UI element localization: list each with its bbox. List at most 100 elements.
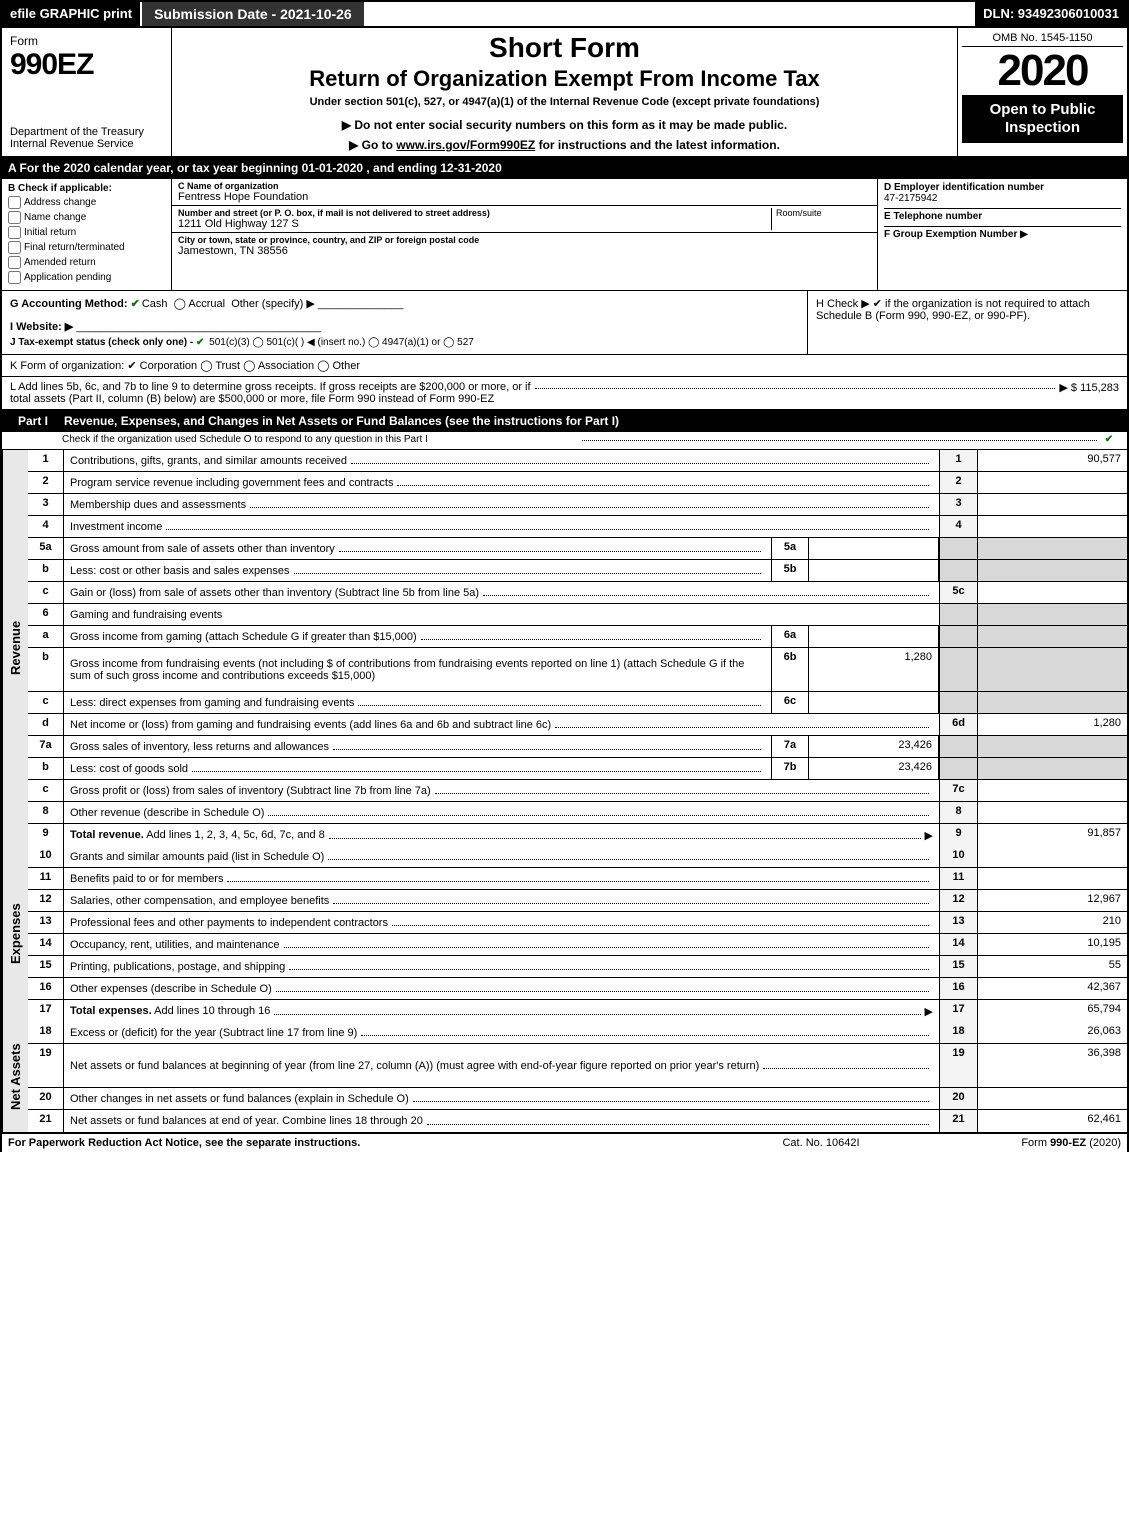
- outer-val-shade: [977, 758, 1127, 779]
- efile-label[interactable]: efile GRAPHIC print: [2, 2, 140, 26]
- line-num-6: 6: [28, 604, 64, 625]
- g-accounting: G Accounting Method: Cash ◯ Accrual Othe…: [2, 291, 807, 354]
- inner-num-7a: 7a: [771, 736, 809, 757]
- inner-val-5a: [809, 538, 939, 559]
- line-num-19: 19: [28, 1044, 64, 1087]
- 501c3-checkbox[interactable]: [196, 337, 206, 348]
- org-name-label: C Name of organization: [178, 181, 871, 191]
- checkbox-initial-return[interactable]: Initial return: [8, 226, 165, 239]
- outer-num-4: 4: [939, 516, 977, 537]
- line-num-16: 16: [28, 978, 64, 999]
- outer-num-16: 16: [939, 978, 977, 999]
- part-1-num: Part I: [10, 414, 56, 428]
- line-num-b: b: [28, 560, 64, 581]
- outer-val-1: 90,577: [977, 450, 1127, 471]
- inner-num-5a: 5a: [771, 538, 809, 559]
- line-desc-11: Benefits paid to or for members: [64, 868, 939, 889]
- line-num-12: 12: [28, 890, 64, 911]
- line-num-15: 15: [28, 956, 64, 977]
- outer-val-8: [977, 802, 1127, 823]
- j-options: 501(c)(3) ◯ 501(c)( ) ◀ (insert no.) ◯ 4…: [209, 337, 474, 348]
- section-label-revenue: Revenue: [2, 450, 28, 846]
- footer-center: Cat. No. 10642I: [721, 1137, 921, 1149]
- line-desc-d: Net income or (loss) from gaming and fun…: [64, 714, 939, 735]
- cash-checkbox[interactable]: [131, 298, 142, 310]
- line-num-1: 1: [28, 450, 64, 471]
- accrual-label: Accrual: [188, 298, 225, 310]
- line-desc-b: Less: cost of goods sold: [64, 758, 771, 779]
- outer-val-4: [977, 516, 1127, 537]
- line-desc-c: Less: direct expenses from gaming and fu…: [64, 692, 771, 713]
- irs-link[interactable]: www.irs.gov/Form990EZ: [396, 138, 535, 152]
- outer-num-shade: [939, 692, 977, 713]
- line-num-13: 13: [28, 912, 64, 933]
- inner-val-7a: 23,426: [809, 736, 939, 757]
- checkbox-final-return-terminated[interactable]: Final return/terminated: [8, 241, 165, 254]
- page-footer: For Paperwork Reduction Act Notice, see …: [0, 1134, 1129, 1152]
- schedule-o-checkbox[interactable]: [1101, 434, 1119, 445]
- ein-value: 47-2175942: [884, 193, 1121, 204]
- checkbox-amended-return[interactable]: Amended return: [8, 256, 165, 269]
- g-label: G Accounting Method:: [10, 298, 128, 310]
- outer-num-2: 2: [939, 472, 977, 493]
- org-name-value: Fentress Hope Foundation: [178, 191, 871, 203]
- inner-val-7b: 23,426: [809, 758, 939, 779]
- line-num-7a: 7a: [28, 736, 64, 757]
- line-num-8: 8: [28, 802, 64, 823]
- line-num-b: b: [28, 758, 64, 779]
- section-label-netassets: Net Assets: [2, 1022, 28, 1132]
- h-schedule-b: H Check ▶ ✔ if the organization is not r…: [807, 291, 1127, 354]
- outer-num-15: 15: [939, 956, 977, 977]
- line-desc-a: Gross income from gaming (attach Schedul…: [64, 626, 771, 647]
- line-num-c: c: [28, 780, 64, 801]
- outer-val-shade: [977, 560, 1127, 581]
- col-b-header: B Check if applicable:: [8, 183, 165, 194]
- outer-val-2: [977, 472, 1127, 493]
- line-num-d: d: [28, 714, 64, 735]
- topbar-spacer: [364, 2, 975, 26]
- outer-num-11: 11: [939, 868, 977, 889]
- line-desc-c: Gain or (loss) from sale of assets other…: [64, 582, 939, 603]
- outer-num-10: 10: [939, 846, 977, 867]
- column-d: D Employer identification number 47-2175…: [877, 179, 1127, 290]
- line-desc-2: Program service revenue including govern…: [64, 472, 939, 493]
- line-desc-1: Contributions, gifts, grants, and simila…: [64, 450, 939, 471]
- checkbox-address-change[interactable]: Address change: [8, 196, 165, 209]
- goto-line: ▶ Go to www.irs.gov/Form990EZ for instru…: [180, 138, 949, 152]
- outer-num-5c: 5c: [939, 582, 977, 603]
- line-desc-4: Investment income: [64, 516, 939, 537]
- line-num-2: 2: [28, 472, 64, 493]
- header-center: Short Form Return of Organization Exempt…: [172, 28, 957, 156]
- line-num-14: 14: [28, 934, 64, 955]
- inner-num-6b: 6b: [771, 648, 809, 691]
- checkbox-application-pending[interactable]: Application pending: [8, 271, 165, 284]
- part-1-sub-text: Check if the organization used Schedule …: [62, 434, 578, 445]
- line-desc-b: Gross income from fundraising events (no…: [64, 648, 771, 691]
- omb-number: OMB No. 1545-1150: [962, 32, 1123, 47]
- outer-val-16: 42,367: [977, 978, 1127, 999]
- outer-val-shade: [977, 692, 1127, 713]
- outer-num-21: 21: [939, 1110, 977, 1132]
- bcd-block: B Check if applicable: Address change Nam…: [0, 179, 1129, 291]
- part-1-table: RevenueExpensesNet Assets 1Contributions…: [0, 450, 1129, 1134]
- checkbox-name-change[interactable]: Name change: [8, 211, 165, 224]
- outer-num-3: 3: [939, 494, 977, 515]
- line-desc-20: Other changes in net assets or fund bala…: [64, 1088, 939, 1109]
- outer-val-shade: [977, 736, 1127, 757]
- line-num-17: 17: [28, 1000, 64, 1022]
- outer-val-15: 55: [977, 956, 1127, 977]
- submission-date: Submission Date - 2021-10-26: [140, 2, 364, 26]
- outer-num-1: 1: [939, 450, 977, 471]
- inner-num-5b: 5b: [771, 560, 809, 581]
- outer-val-shade: [977, 538, 1127, 559]
- outer-val-17: 65,794: [977, 1000, 1127, 1022]
- line-desc-14: Occupancy, rent, utilities, and maintena…: [64, 934, 939, 955]
- outer-val-18: 26,063: [977, 1022, 1127, 1043]
- footer-right: Form 990-EZ (2020): [921, 1137, 1121, 1149]
- outer-val-3: [977, 494, 1127, 515]
- line-num-c: c: [28, 692, 64, 713]
- top-bar: efile GRAPHIC print Submission Date - 20…: [0, 0, 1129, 28]
- outer-num-14: 14: [939, 934, 977, 955]
- outer-num-shade: [939, 560, 977, 581]
- footer-left: For Paperwork Reduction Act Notice, see …: [8, 1137, 721, 1149]
